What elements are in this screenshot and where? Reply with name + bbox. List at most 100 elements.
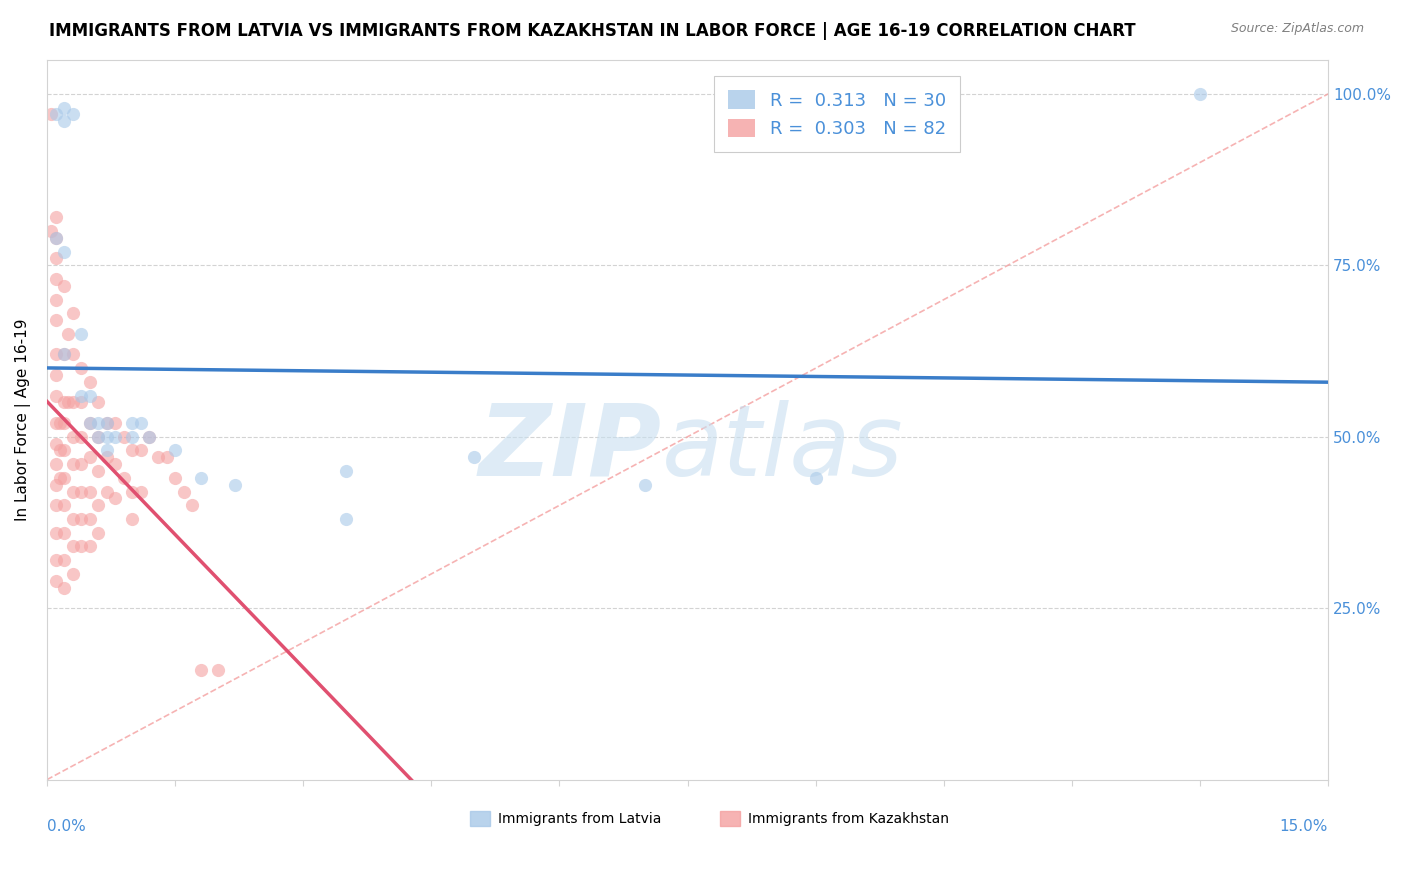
Point <box>53 347 76 361</box>
Point <box>634 477 657 491</box>
Point <box>53 347 76 361</box>
Text: Source: ZipAtlas.com: Source: ZipAtlas.com <box>1230 22 1364 36</box>
Point <box>1189 87 1212 101</box>
Point <box>53 244 76 259</box>
Point <box>44 313 66 327</box>
Point <box>165 443 187 458</box>
Point <box>62 512 84 526</box>
Point <box>53 279 76 293</box>
Point <box>44 231 66 245</box>
Point <box>62 347 84 361</box>
Point <box>79 450 101 465</box>
Point <box>96 416 118 430</box>
Point <box>138 430 160 444</box>
Point <box>104 416 127 430</box>
Text: IMMIGRANTS FROM LATVIA VS IMMIGRANTS FROM KAZAKHSTAN IN LABOR FORCE | AGE 16-19 : IMMIGRANTS FROM LATVIA VS IMMIGRANTS FRO… <box>49 22 1136 40</box>
Point <box>96 484 118 499</box>
Point <box>804 471 827 485</box>
Point <box>62 457 84 471</box>
Bar <box>470 811 491 826</box>
Point <box>79 375 101 389</box>
Point <box>70 389 93 403</box>
Point <box>44 416 66 430</box>
Point <box>62 484 84 499</box>
Point <box>224 477 246 491</box>
Text: Immigrants from Latvia: Immigrants from Latvia <box>498 813 661 826</box>
Point <box>104 430 127 444</box>
Point <box>49 416 72 430</box>
Point <box>70 457 93 471</box>
Point <box>207 663 229 677</box>
Point <box>79 512 101 526</box>
Point <box>53 553 76 567</box>
Point <box>173 484 195 499</box>
Point <box>112 430 135 444</box>
Point <box>53 101 76 115</box>
Point <box>62 395 84 409</box>
Point <box>44 436 66 450</box>
Point <box>79 416 101 430</box>
Point <box>44 389 66 403</box>
Point <box>70 361 93 376</box>
Point <box>53 114 76 128</box>
Point <box>39 224 62 238</box>
Point <box>79 540 101 554</box>
Text: 15.0%: 15.0% <box>1279 819 1329 834</box>
Point <box>58 395 80 409</box>
Point <box>79 389 101 403</box>
Point <box>70 430 93 444</box>
Point <box>104 457 127 471</box>
Point <box>129 443 152 458</box>
Point <box>129 484 152 499</box>
Point <box>121 416 143 430</box>
Point <box>44 293 66 307</box>
Point <box>87 430 110 444</box>
Point <box>62 430 84 444</box>
Point <box>96 430 118 444</box>
Point <box>53 471 76 485</box>
Point <box>70 395 93 409</box>
Y-axis label: In Labor Force | Age 16-19: In Labor Force | Age 16-19 <box>15 318 31 521</box>
Point <box>190 663 212 677</box>
Point <box>62 566 84 581</box>
Point <box>53 395 76 409</box>
Point <box>44 347 66 361</box>
Point <box>53 443 76 458</box>
Point <box>44 499 66 513</box>
Legend: R =  0.313   N = 30, R =  0.303   N = 82: R = 0.313 N = 30, R = 0.303 N = 82 <box>714 76 960 153</box>
Point <box>62 306 84 320</box>
Point <box>335 464 357 478</box>
Point <box>190 471 212 485</box>
Point <box>121 443 143 458</box>
Point <box>79 416 101 430</box>
Point <box>44 272 66 286</box>
Point <box>87 430 110 444</box>
Point <box>44 211 66 225</box>
Bar <box>720 811 740 826</box>
Point <box>87 416 110 430</box>
Point <box>96 450 118 465</box>
Text: atlas: atlas <box>662 400 904 497</box>
Point <box>463 450 485 465</box>
Text: Immigrants from Kazakhstan: Immigrants from Kazakhstan <box>748 813 949 826</box>
Point <box>44 574 66 588</box>
Point <box>104 491 127 506</box>
Point <box>44 553 66 567</box>
Point <box>87 395 110 409</box>
Point <box>146 450 169 465</box>
Point <box>70 512 93 526</box>
Point <box>44 252 66 266</box>
Text: ZIP: ZIP <box>479 400 662 497</box>
Point <box>49 443 72 458</box>
Point <box>70 540 93 554</box>
Point <box>58 326 80 341</box>
Text: 0.0%: 0.0% <box>46 819 86 834</box>
Point <box>44 525 66 540</box>
Point <box>138 430 160 444</box>
Point <box>129 416 152 430</box>
Point <box>53 525 76 540</box>
Point <box>96 416 118 430</box>
Point <box>121 484 143 499</box>
Point <box>70 326 93 341</box>
Point <box>44 457 66 471</box>
